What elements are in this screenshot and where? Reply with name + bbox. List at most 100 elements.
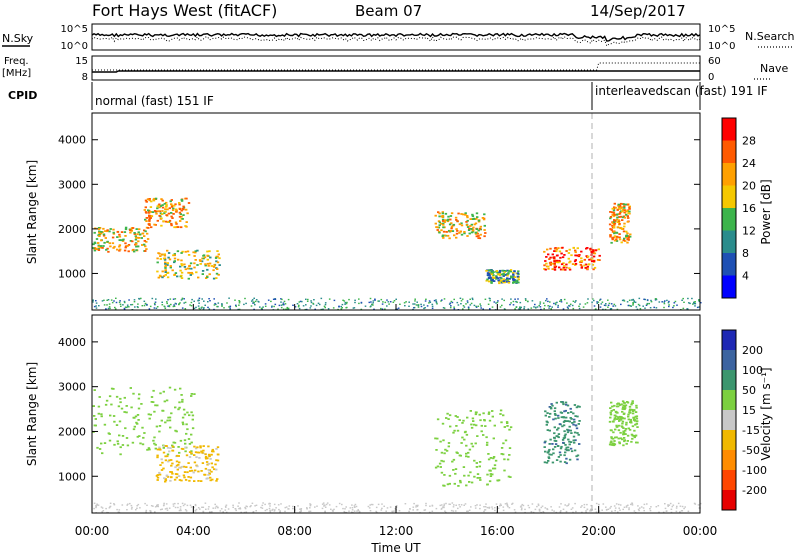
freq-trace: [92, 70, 700, 73]
velocity-colorbar-tick-label: -100: [742, 464, 767, 477]
y-tick-label: 2000: [58, 223, 86, 236]
power-echo-region: [434, 211, 487, 240]
velocity-colorbar-swatch: [722, 430, 736, 450]
power-ground-scatter: [92, 297, 702, 311]
velocity-echo-region: [155, 445, 220, 483]
velocity-panel: 4000 3000 2000 1000 Slant Range [km]: [25, 314, 702, 514]
velocity-colorbar-swatch: [722, 370, 736, 390]
y-tick-label: 2000: [58, 425, 86, 438]
nave-tick-top: 60: [708, 56, 721, 67]
power-colorbar-tick-label: 12: [742, 225, 756, 238]
x-axis-label: Time UT: [370, 541, 421, 554]
power-ylabel: Slant Range [km]: [25, 160, 39, 264]
power-y-axis: 4000 3000 2000 1000: [58, 134, 700, 280]
x-tick-label: 04:00: [176, 524, 211, 538]
y-tick-label: 4000: [58, 336, 86, 349]
power-colorbar-swatch: [722, 185, 736, 208]
nsky-tick-bottom: 10^0: [61, 41, 88, 52]
date-title: 14/Sep/2017: [590, 2, 686, 20]
power-panel-background: [92, 113, 700, 310]
velocity-colorbar-tick-label: -50: [742, 444, 760, 457]
velocity-panel-background: [92, 315, 700, 513]
velocity-echo-layer: [92, 386, 702, 514]
y-tick-label: 3000: [58, 178, 86, 191]
power-colorbar-tick-label: 8: [742, 247, 749, 260]
nave-label: Nave: [760, 62, 788, 75]
freq-unit: [MHz]: [2, 68, 31, 79]
cpid-label: CPID: [8, 89, 37, 102]
velocity-colorbar-swatch: [722, 330, 736, 350]
velocity-colorbar-tick-label: 50: [742, 384, 756, 397]
velocity-y-axis: 4000 3000 2000 1000: [58, 336, 700, 483]
y-tick-label: 1000: [58, 470, 86, 483]
velocity-echo-region: [543, 401, 581, 465]
power-colorbar-swatch: [722, 253, 736, 276]
velocity-colorbar-tick-label: -15: [742, 424, 760, 437]
power-echo-region: [156, 249, 221, 280]
cpid-segment-interleaved: interleavedscan (fast) 191 IF: [595, 84, 768, 98]
beam-title: Beam 07: [355, 2, 422, 20]
freq-tick-top: 15: [75, 56, 88, 67]
velocity-colorbar-label: Velocity [m s⁻¹]: [759, 367, 773, 460]
velocity-colorbar-swatch: [722, 470, 736, 490]
velocity-colorbar-swatch: [722, 410, 736, 430]
velocity-echo-region: [434, 409, 513, 487]
velocity-echo-region: [92, 386, 196, 456]
nsky-label: N.Sky: [2, 32, 34, 45]
power-colorbar-swatch: [722, 118, 736, 141]
velocity-colorbar-tick-label: 200: [742, 344, 763, 357]
freq-strip: Freq. [MHz] 15 8 60 0 Nave: [2, 55, 788, 83]
velocity-colorbar-swatch: [722, 350, 736, 370]
y-tick-label: 3000: [58, 381, 86, 394]
power-colorbar: 28 24 20 16 12 8 4 Power [dB]: [721, 117, 773, 299]
nsky-trace: [91, 32, 701, 42]
freq-label: Freq.: [4, 56, 29, 67]
nsearch-trace: [91, 35, 701, 47]
freq-strip-frame: [91, 55, 701, 81]
nsky-tick-top: 10^5: [61, 24, 88, 35]
station-title: Fort Hays West (fitACF): [92, 1, 277, 20]
power-colorbar-swatch: [722, 275, 736, 298]
power-colorbar-swatch: [722, 208, 736, 231]
velocity-colorbar-tick-label: 100: [742, 364, 763, 377]
y-tick-label: 1000: [58, 267, 86, 280]
velocity-colorbar-tick-label: 15: [742, 404, 756, 417]
velocity-colorbar-swatch: [722, 390, 736, 410]
velocity-colorbar-tick-label: -200: [742, 484, 767, 497]
x-tick-label: 00:00: [75, 524, 110, 538]
cpid-segment-normal: normal (fast) 151 IF: [95, 94, 214, 108]
power-colorbar-tick-label: 20: [742, 180, 756, 193]
nave-tick-bottom: 0: [708, 72, 714, 83]
power-echo-layer: [92, 197, 702, 311]
power-colorbar-tick-label: 4: [742, 270, 749, 283]
power-colorbar-swatch: [722, 230, 736, 253]
power-colorbar-tick-label: 16: [742, 202, 756, 215]
nsearch-label: N.Search: [745, 30, 795, 43]
power-colorbar-swatch: [722, 163, 736, 186]
x-axis: 00:00 04:00 08:00 12:00 16:00 20:00 00:00: [75, 304, 718, 538]
freq-tick-bottom: 8: [82, 72, 88, 83]
x-tick-label: 08:00: [277, 524, 312, 538]
power-echo-region: [92, 226, 150, 253]
velocity-colorbar-swatch: [722, 490, 736, 510]
power-colorbar-tick-label: 28: [742, 135, 756, 148]
power-colorbar-label: Power [dB]: [759, 179, 773, 244]
nsearch-tick-bottom: 10^0: [708, 41, 735, 52]
nave-trace: [92, 62, 700, 71]
x-tick-label: 12:00: [379, 524, 414, 538]
velocity-echo-region: [608, 400, 639, 447]
x-tick-label: 00:00: [683, 524, 718, 538]
power-panel: 4000 3000 2000 1000 Slant Range [km]: [25, 112, 702, 311]
y-tick-label: 4000: [58, 134, 86, 147]
power-echo-region: [485, 269, 520, 285]
velocity-colorbar-swatch: [722, 450, 736, 470]
power-echo-region: [543, 246, 601, 271]
nsearch-tick-top: 10^5: [708, 24, 735, 35]
velocity-ylabel: Slant Range [km]: [25, 362, 39, 466]
power-echo-region: [608, 202, 632, 244]
cpid-strip: CPID normal (fast) 151 IF interleavedsca…: [8, 82, 768, 110]
power-colorbar-swatch: [722, 140, 736, 163]
velocity-colorbar: 200 100 50 15 -15 -50 -100 -200 Velocity [m s⁻¹…: [721, 329, 773, 511]
power-echo-region: [143, 197, 191, 229]
